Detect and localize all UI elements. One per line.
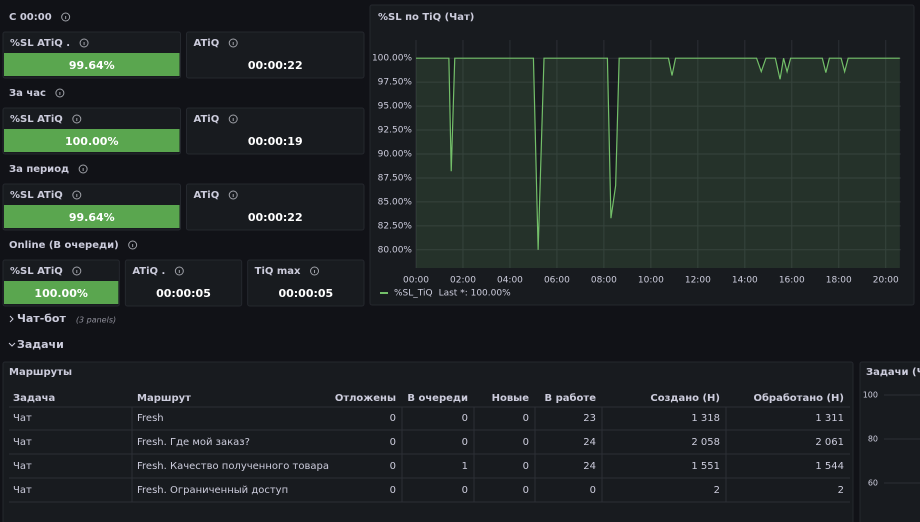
table-cell: 0 (390, 437, 396, 448)
table-cell: Fresh. Где мой заказ? (137, 437, 250, 448)
table-cell: 1 551 (691, 461, 720, 472)
stat-title: %SL ATiQ (10, 190, 63, 201)
section-title[interactable]: Задачи (17, 338, 64, 351)
table-cell: 1 544 (815, 461, 844, 472)
stat-title: %SL ATiQ . (10, 38, 70, 49)
table-cell: 2 061 (815, 437, 844, 448)
x-tick-label: 06:00 (544, 276, 570, 286)
table-cell: Чат (13, 461, 32, 472)
table-cell: 0 (390, 413, 396, 424)
table-cell: Fresh. Ограниченный доступ (137, 485, 288, 496)
stat-value: 00:00:22 (248, 211, 303, 224)
y-tick-label: 90.00% (378, 150, 413, 160)
stat-title: %SL ATiQ (10, 266, 63, 277)
x-tick-label: 00:00 (403, 276, 429, 286)
table-cell: 24 (583, 461, 596, 472)
x-tick-label: 04:00 (497, 276, 523, 286)
table-cell: 0 (462, 413, 468, 424)
x-tick-label: 20:00 (873, 276, 899, 286)
stat-value: 00:00:22 (248, 59, 303, 72)
table-cell: 1 (462, 461, 468, 472)
column-header: Маршрут (137, 393, 191, 404)
x-tick-label: 08:00 (591, 276, 617, 286)
stat-title: ATiQ (194, 38, 220, 49)
column-header: Новые (492, 393, 530, 404)
table-cell: 24 (583, 437, 596, 448)
table-cell: Чат (13, 437, 32, 448)
row-note: (3 panels) (76, 316, 116, 325)
column-header: В работе (545, 392, 597, 404)
chevron-down (9, 343, 15, 346)
table-cell: 2 058 (691, 437, 720, 448)
table-cell: 0 (523, 437, 529, 448)
chevron-right (10, 316, 13, 322)
table-cell: Чат (13, 485, 32, 496)
stat-title: TiQ max (255, 266, 301, 277)
y-tick-label: 80 (868, 435, 878, 444)
table-cell: 0 (462, 437, 468, 448)
table-cell: 2 (838, 485, 844, 496)
chart-title: %SL по TiQ (Чат) (378, 12, 474, 23)
stat-value: 99.64% (69, 59, 115, 72)
table-cell: 0 (390, 461, 396, 472)
row-title: За период (9, 164, 69, 175)
stat-value: 00:00:05 (156, 287, 211, 300)
y-tick-label: 82.50% (378, 221, 413, 231)
table-cell: 2 (714, 485, 720, 496)
x-tick-label: 14:00 (732, 276, 758, 286)
table-title: Маршруты (9, 367, 72, 378)
stat-title: %SL ATiQ (10, 114, 63, 125)
y-tick-label: 87.50% (378, 173, 413, 183)
table-cell: 1 318 (691, 413, 720, 424)
column-header: Создано (Н) (650, 393, 720, 404)
table-cell: 0 (523, 485, 529, 496)
y-tick-label: 100.00% (372, 54, 412, 64)
column-header: Задача (13, 393, 55, 404)
stat-value: 00:00:05 (278, 287, 333, 300)
table-cell: 0 (462, 485, 468, 496)
row-title: С 00:00 (9, 12, 52, 23)
y-tick-label: 85.00% (378, 197, 413, 207)
row-title[interactable]: Чат-бот (17, 312, 66, 325)
panel-title: Задачи (Чат (866, 367, 920, 378)
column-header: В очереди (407, 393, 468, 404)
stat-title: ATiQ . (132, 266, 165, 277)
table-cell: Fresh. Качество полученного товара (137, 461, 329, 472)
table-cell: 0 (523, 461, 529, 472)
stat-value: 100.00% (65, 135, 118, 148)
stat-title: ATiQ (194, 190, 220, 201)
table-cell: 23 (583, 413, 596, 424)
row-title: За час (9, 88, 46, 99)
x-tick-label: 12:00 (685, 276, 711, 286)
x-tick-label: 02:00 (450, 276, 476, 286)
table-cell: 1 311 (815, 413, 844, 424)
row-title: Online (В очереди) (9, 240, 119, 251)
legend-label: %SL_TiQ (394, 289, 433, 299)
table-cell: 0 (390, 485, 396, 496)
stat-value: 100.00% (34, 287, 87, 300)
y-tick-label: 92.50% (378, 126, 413, 136)
table-cell: 0 (523, 413, 529, 424)
legend-stat: Last *: 100.00% (439, 289, 511, 299)
x-tick-label: 18:00 (826, 276, 852, 286)
x-tick-label: 16:00 (779, 276, 805, 286)
y-tick-label: 100 (863, 391, 878, 400)
y-tick-label: 97.50% (378, 78, 413, 88)
table-cell: Fresh (137, 413, 164, 424)
table-cell: Чат (13, 413, 32, 424)
column-header: Обработано (Н) (753, 392, 844, 404)
x-tick-label: 10:00 (638, 276, 664, 286)
y-tick-label: 80.00% (378, 245, 413, 255)
stat-value: 00:00:19 (248, 135, 303, 148)
area (416, 58, 900, 268)
y-tick-label: 60 (868, 479, 878, 488)
stat-value: 99.64% (69, 211, 115, 224)
y-tick-label: 95.00% (378, 102, 413, 112)
stat-title: ATiQ (194, 114, 220, 125)
table-cell: 0 (590, 485, 596, 496)
column-header: Отложены (335, 393, 396, 404)
